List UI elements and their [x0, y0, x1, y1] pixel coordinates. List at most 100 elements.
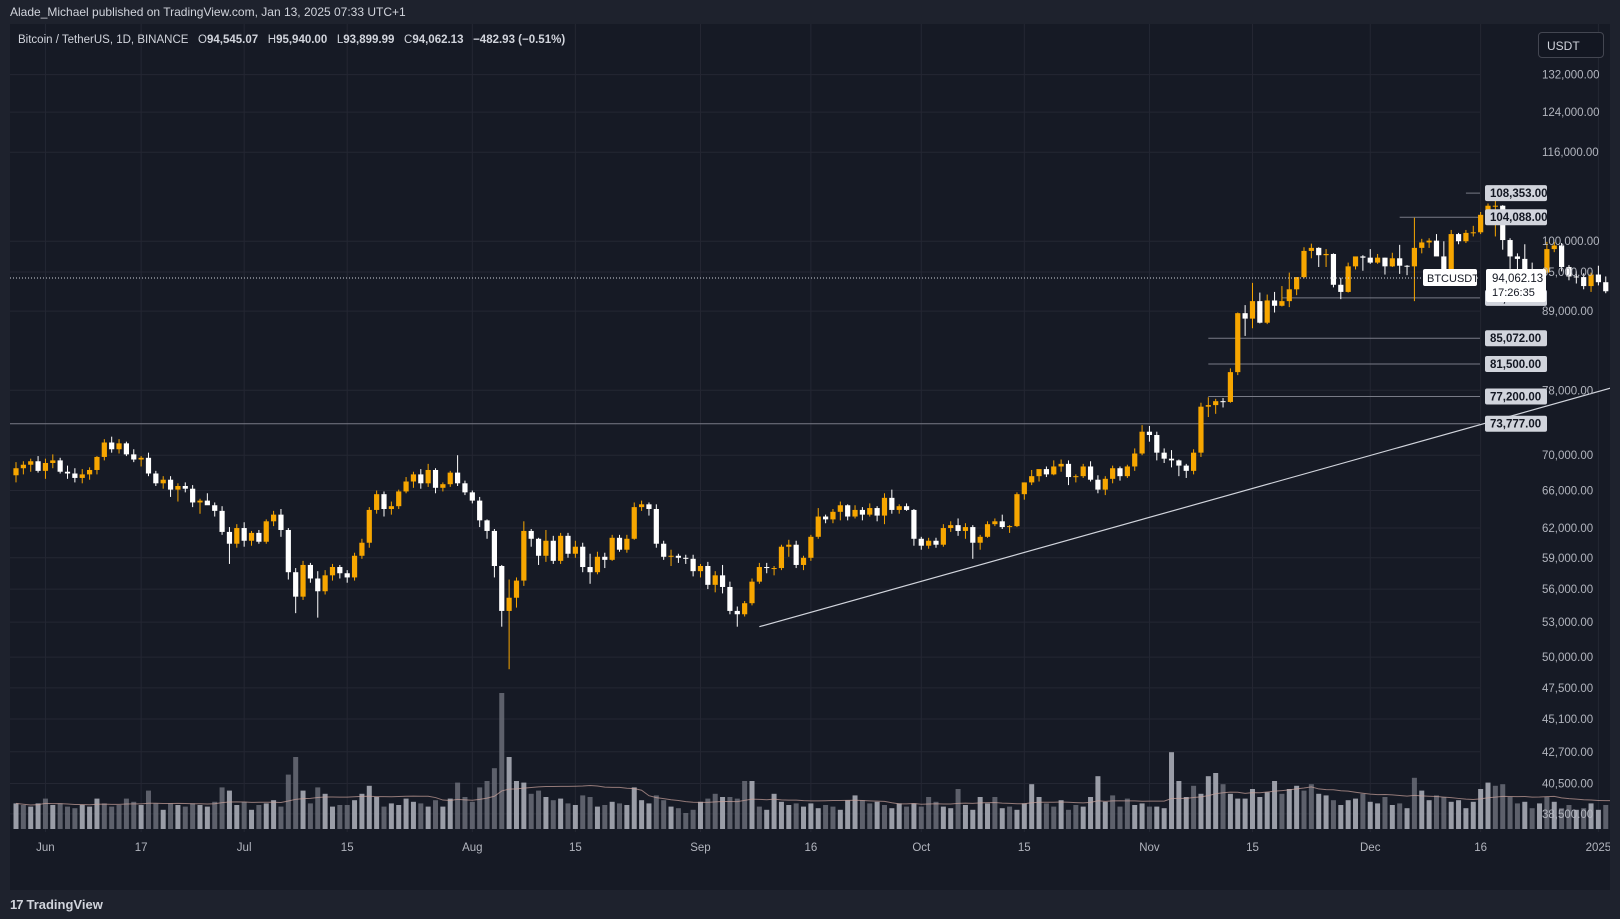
candle-body [867, 508, 873, 515]
volume-bar [226, 790, 232, 829]
candle-body [226, 531, 233, 544]
candle-body [808, 536, 814, 558]
candle-body [977, 536, 983, 543]
candle-body [661, 543, 667, 557]
candle-body [1036, 469, 1042, 477]
volume-bar [1117, 806, 1123, 829]
volume-bar [859, 800, 865, 829]
volume-bar [1551, 801, 1557, 829]
volume-bar [764, 809, 770, 829]
candle-body [690, 558, 696, 572]
volume-bar [506, 757, 512, 829]
candle-body [602, 556, 608, 560]
volume-bar [352, 800, 358, 829]
volume-bar [1448, 801, 1454, 829]
volume-bar [550, 800, 556, 829]
volume-bar [1338, 805, 1344, 829]
volume-bar [145, 790, 151, 829]
volume-bar [20, 805, 26, 829]
volume-bar [1559, 808, 1565, 829]
candle-body [263, 521, 269, 542]
candle-body [57, 460, 63, 472]
symbol-title[interactable]: Bitcoin / TetherUS, 1D, BINANCE [18, 34, 189, 46]
volume-bar [1169, 752, 1175, 829]
volume-bar [344, 805, 350, 829]
candle-body [1191, 452, 1197, 471]
volume-bar [94, 798, 100, 829]
volume-bar [1316, 793, 1322, 829]
candle-body [329, 567, 336, 576]
volume-bar [388, 803, 394, 829]
publish-info-bar: Alade_Michael published on TradingView.c… [0, 0, 1620, 24]
candle-body [145, 457, 152, 474]
candle-body [734, 610, 740, 615]
volume-bar [624, 805, 630, 829]
candle-body [1021, 482, 1027, 495]
volume-bar [42, 798, 48, 829]
high-value: 95,940.00 [276, 34, 328, 46]
candle-body [1426, 240, 1432, 243]
volume-bar [617, 803, 623, 829]
volume-bar [1198, 793, 1204, 829]
volume-bar [1573, 809, 1579, 829]
candle-body [712, 575, 718, 585]
volume-bar [1470, 801, 1476, 829]
candle-body [109, 442, 115, 450]
candle-body [344, 573, 350, 578]
volume-bar [1080, 806, 1086, 829]
volume-bar [1544, 797, 1550, 829]
candle-body [1338, 284, 1344, 292]
price-axis-tick-label: 116,000.00 [1542, 147, 1599, 159]
volume-bar [278, 806, 284, 829]
volume-bar [315, 787, 321, 829]
open-label: O [198, 34, 207, 46]
candle-body [852, 509, 858, 517]
ticker-tag-label: BTCUSDT [1427, 273, 1479, 285]
volume-bar [1375, 803, 1381, 829]
price-axis-tick-label: 89,000.00 [1542, 306, 1593, 318]
candle-body [94, 456, 100, 470]
price-axis-tick-label: 62,000.00 [1542, 523, 1593, 535]
chart-pane[interactable]: 132,000.00 124,000.00 116,000.00 100,000.00… [10, 24, 1610, 890]
candle-body [1522, 258, 1528, 272]
brand-name: TradingView [26, 897, 103, 912]
volume-bar [337, 805, 343, 829]
volume-bar [234, 805, 240, 829]
price-axis-tick-label: 53,000.00 [1542, 617, 1593, 629]
volume-bar [1007, 806, 1013, 829]
volume-bar [1566, 805, 1572, 829]
volume-bar [631, 787, 637, 829]
candle-body [1029, 476, 1035, 483]
candle-body [182, 486, 188, 489]
candle-body [1360, 256, 1366, 258]
candle-body [992, 521, 998, 525]
volume-bar [455, 782, 461, 829]
volume-bar [1463, 808, 1469, 829]
currency-button[interactable]: USDT [1538, 32, 1604, 58]
candle-body [1087, 466, 1094, 480]
candle-body [167, 479, 174, 490]
volume-bar [374, 797, 380, 829]
candle-body [322, 575, 328, 592]
volume-bar [1043, 803, 1049, 829]
volume-bar [697, 801, 703, 829]
volume-bar [1529, 808, 1535, 829]
level-label-box [1485, 330, 1547, 347]
time-axis-tick-label: 2025 [1586, 842, 1610, 854]
volume-bar [263, 803, 269, 829]
candle-body [491, 530, 497, 566]
volume-bar [87, 806, 93, 829]
tradingview-logo[interactable]: 17 TradingView [10, 897, 103, 912]
candle-body [668, 555, 674, 557]
volume-bar [447, 798, 453, 829]
candle-body [1463, 232, 1469, 242]
volume-bar [116, 805, 122, 829]
candle-body [881, 497, 888, 516]
candle-body [1117, 468, 1123, 477]
price-chart[interactable]: 132,000.00 124,000.00 116,000.00 100,000.00… [10, 24, 1610, 890]
candle-body [315, 578, 321, 592]
volume-bar [1242, 798, 1248, 829]
volume-bar [668, 806, 674, 829]
volume-bar [1088, 797, 1094, 829]
volume-bar [1021, 803, 1027, 829]
